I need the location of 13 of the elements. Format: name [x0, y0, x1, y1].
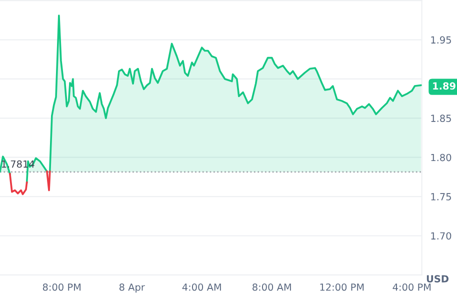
x-tick-label: 8:00 PM — [42, 283, 80, 291]
x-tick-label: 8:00 AM — [252, 283, 291, 291]
y-tick-label: 1.75 — [431, 193, 451, 200]
y-tick-label: 1.85 — [431, 114, 451, 122]
x-tick-label: 12:00 PM — [320, 283, 364, 291]
x-tick-label: 8 Apr — [119, 283, 145, 293]
y-tick-label: 1.70 — [431, 232, 452, 240]
y-tick-label: 1.95 — [431, 36, 451, 44]
x-tick-label: 4:00 AM — [182, 283, 221, 291]
y-axis-title: USD — [426, 275, 448, 282]
x-tick-label: 4:00 PM — [392, 283, 431, 291]
annotation: 1.89 — [433, 82, 456, 90]
y-tick-label: 1.80 — [431, 154, 452, 162]
